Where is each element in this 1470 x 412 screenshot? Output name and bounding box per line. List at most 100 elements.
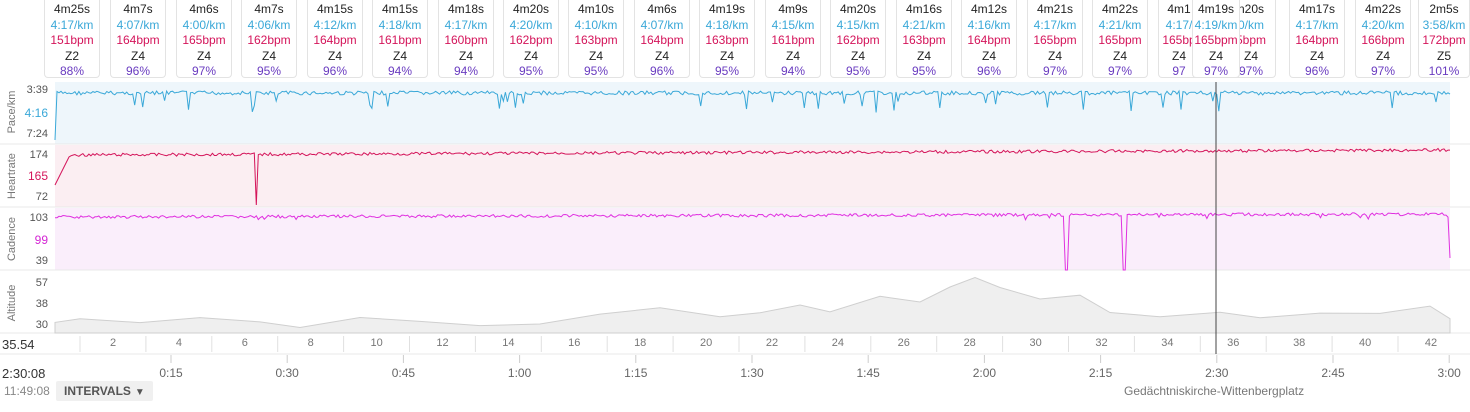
interval-card[interactable]: 4m17s 4:17/km 164bpm Z4 96%: [1289, 0, 1345, 78]
interval-card[interactable]: 4m19s 4:19/km 165bpm Z4 97%: [1192, 0, 1240, 78]
interval-heartrate: 165bp: [1162, 33, 1196, 47]
interval-zone-percent: 97%: [1042, 64, 1068, 78]
interval-zone: Z5: [1436, 48, 1451, 63]
interval-duration: 4m19s: [708, 2, 746, 16]
interval-heartrate: 166bpm: [1361, 33, 1405, 47]
intervals-dropdown-button[interactable]: INTERVALS ▼: [56, 381, 153, 401]
distance-marker: 10: [370, 337, 383, 349]
interval-card[interactable]: 4m9s 4:15/km 161bpm Z4 94%: [765, 0, 821, 78]
pace-panel-bg: [55, 82, 1450, 144]
interval-zone: Z4: [1112, 48, 1127, 63]
interval-pace: 0/km: [1237, 17, 1264, 32]
interval-zone-percent: 96%: [125, 64, 151, 78]
interval-heartrate: 172bpm: [1422, 33, 1466, 47]
interval-heartrate: 165bpm: [1098, 33, 1142, 47]
interval-zone-percent: 97: [1172, 64, 1186, 78]
interval-heartrate: 164bpm: [967, 33, 1011, 47]
interval-zone: Z4: [916, 48, 931, 63]
interval-duration: 4m20s: [839, 2, 877, 16]
interval-card[interactable]: 4m7s 4:06/km 162bpm Z4 95%: [241, 0, 297, 78]
interval-heartrate: 164bpm: [640, 33, 684, 47]
intervals-button-label: INTERVALS: [64, 384, 131, 398]
distance-marker: 18: [634, 337, 647, 349]
interval-duration: 4m18s: [447, 2, 485, 16]
interval-duration: 4m22s: [1101, 2, 1139, 16]
interval-card[interactable]: 4m15s 4:12/km 164bpm Z4 96%: [307, 0, 363, 78]
interval-card[interactable]: 4m7s 4:07/km 164bpm Z4 96%: [110, 0, 166, 78]
interval-zone-percent: 95%: [714, 64, 740, 78]
interval-zone: Z4: [785, 48, 800, 63]
interval-pace: 4:17/km: [50, 17, 94, 32]
clock-time: 11:49:08: [4, 384, 50, 398]
interval-pace: 4:15/km: [771, 17, 815, 32]
interval-heartrate: 163bpm: [705, 33, 749, 47]
interval-zone: Z4: [981, 48, 996, 63]
interval-card[interactable]: 4m25s 4:17/km 151bpm Z2 88%: [44, 0, 100, 78]
interval-pace: 4:17/km: [1033, 17, 1077, 32]
interval-zone-percent: 97%: [1203, 64, 1229, 78]
altitude-area: [54, 276, 1451, 334]
interval-zone-percent: 95%: [911, 64, 937, 78]
heartrate-panel-bg: [55, 145, 1450, 207]
interval-card[interactable]: 4m20s 4:15/km 162bpm Z4 95%: [830, 0, 886, 78]
interval-zone: Z2: [64, 48, 79, 63]
time-tick: 3:00: [1437, 366, 1461, 380]
interval-zone: Z4: [1171, 48, 1186, 63]
cadence-tick-top: 103: [29, 212, 48, 224]
interval-zone: Z4: [588, 48, 603, 63]
interval-duration: 4m9s: [778, 2, 808, 16]
interval-card[interactable]: 4m10s 4:10/km 163bpm Z4 95%: [568, 0, 624, 78]
interval-zone: Z4: [1208, 48, 1223, 63]
interval-zone-percent: 101%: [1428, 64, 1460, 78]
heartrate-tick-top: 174: [29, 149, 48, 161]
interval-zone: Z4: [392, 48, 407, 63]
interval-card[interactable]: 4m6s 4:00/km 165bpm Z4 97%: [176, 0, 232, 78]
interval-zone-percent: 95%: [583, 64, 609, 78]
elapsed-time: 2:30:08: [2, 366, 46, 381]
interval-heartrate: 162bpm: [247, 33, 291, 47]
interval-zone-percent: 95%: [518, 64, 544, 78]
distance-marker: 24: [831, 337, 845, 349]
distance-marker: 30: [1029, 337, 1042, 349]
interval-duration: 4m12s: [970, 2, 1008, 16]
distance-marker: 28: [963, 337, 976, 349]
interval-card[interactable]: 4m20s 4:20/km 162bpm Z4 95%: [503, 0, 559, 78]
interval-card[interactable]: 4m22s 4:20/km 166bpm Z4 97%: [1355, 0, 1411, 78]
interval-card[interactable]: 4m16s 4:21/km 163bpm Z4 95%: [896, 0, 952, 78]
interval-heartrate: 164bpm: [116, 33, 160, 47]
interval-zone: Z4: [196, 48, 211, 63]
interval-card[interactable]: 4m15s 4:18/km 161bpm Z4 94%: [372, 0, 428, 78]
interval-zone: Z4: [327, 48, 342, 63]
interval-card[interactable]: 4m19s 4:18/km 163bpm Z4 95%: [699, 0, 755, 78]
interval-zone: Z4: [523, 48, 538, 63]
interval-duration: 4m20s: [512, 2, 550, 16]
interval-pace: 4:18/km: [705, 17, 749, 32]
interval-zone-percent: 97%: [191, 64, 217, 78]
interval-heartrate: 161bpm: [771, 33, 815, 47]
interval-pace: 4:06/km: [247, 17, 291, 32]
interval-duration: 4m21s: [1036, 2, 1074, 16]
interval-card[interactable]: 4m12s 4:16/km 164bpm Z4 96%: [961, 0, 1017, 78]
interval-card[interactable]: 2m5s 3:58/km 172bpm Z5 101%: [1418, 0, 1470, 78]
interval-pace: 4:17/km: [444, 17, 488, 32]
heartrate-axis-label: Heartrate: [6, 153, 18, 199]
location-label: Gedächtniskirche-Wittenbergplatz: [1124, 384, 1305, 398]
interval-duration: 4m7s: [123, 2, 153, 16]
pace-tick-bottom: 7:24: [26, 128, 48, 140]
interval-heartrate: 160bpm: [444, 33, 488, 47]
interval-card[interactable]: 4m21s 4:17/km 165bpm Z4 97%: [1027, 0, 1083, 78]
interval-card[interactable]: 4m6s 4:07/km 164bpm Z4 96%: [634, 0, 690, 78]
interval-heartrate: 163bpm: [902, 33, 946, 47]
interval-zone-percent: 96%: [322, 64, 348, 78]
interval-pace: 3:58/km: [1422, 17, 1466, 32]
interval-pace: 4:18/km: [378, 17, 422, 32]
interval-zone: Z4: [1243, 48, 1258, 63]
interval-pace: 4:20/km: [509, 17, 553, 32]
interval-card[interactable]: 4m22s 4:21/km 165bpm Z4 97%: [1092, 0, 1148, 78]
interval-zone-percent: 95%: [256, 64, 282, 78]
interval-card[interactable]: 4m18s 4:17/km 160bpm Z4 94%: [438, 0, 494, 78]
interval-heartrate: 163bpm: [574, 33, 618, 47]
pace-tick-top: 3:39: [26, 84, 48, 96]
